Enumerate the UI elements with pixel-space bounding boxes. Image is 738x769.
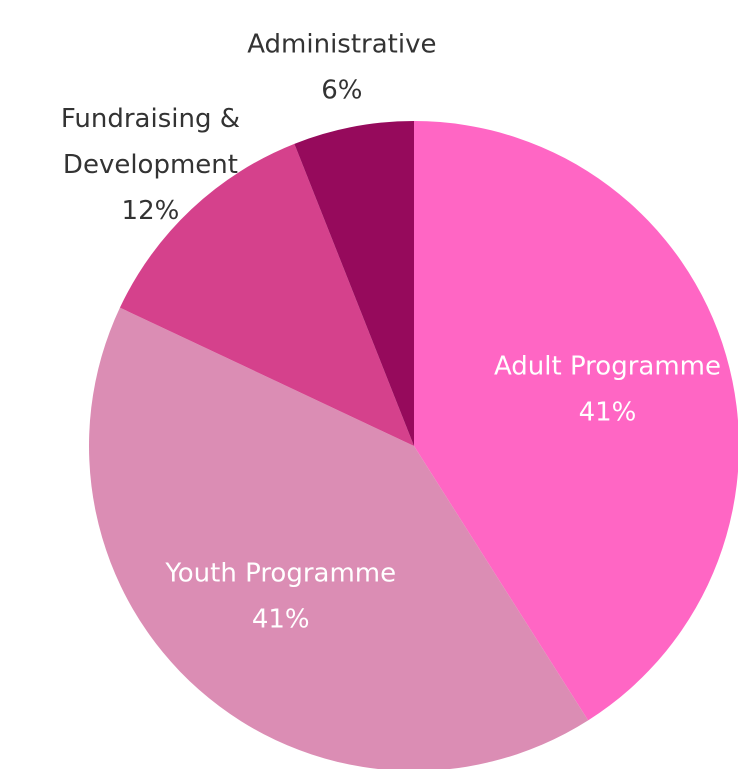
slice-category-label: Adult Programme <box>494 351 721 381</box>
pie-slice-youth-programme <box>89 307 589 769</box>
slice-value-label: 41% <box>252 605 310 635</box>
slice-category-label: Youth Programme <box>164 559 396 589</box>
slice-value-label: 6% <box>321 75 362 105</box>
slice-value-label: 12% <box>122 196 180 226</box>
pie-slice-adult-programme <box>414 121 738 721</box>
pie-labels: Adult Programme 41% Youth Programme 41% Fund… <box>61 29 721 634</box>
slice-label-adult-programme: Adult Programme 41% <box>494 351 721 427</box>
slice-category-label: Administrative <box>247 29 436 59</box>
slice-label-administrative: Administrative 6% <box>247 29 436 105</box>
pie-slices <box>89 121 738 769</box>
slice-category-label: Development <box>63 150 238 180</box>
slice-label-youth-programme: Youth Programme 41% <box>164 559 396 635</box>
slice-value-label: 41% <box>579 397 637 427</box>
pie-slice-administrative <box>294 121 414 446</box>
slice-label-fundraising-development: Fundraising & Development 12% <box>61 104 240 226</box>
slice-category-label: Fundraising & <box>61 104 240 134</box>
pie-slice-fundraising-development <box>119 143 414 447</box>
